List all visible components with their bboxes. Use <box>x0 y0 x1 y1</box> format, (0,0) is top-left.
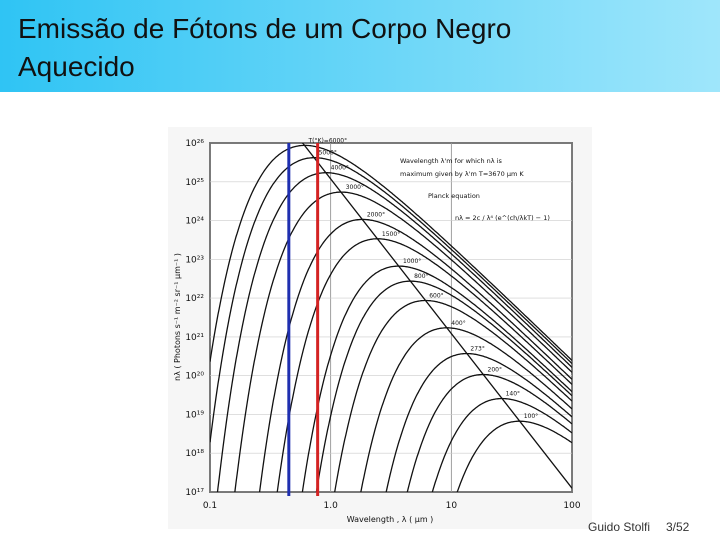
slide-title: Emissão de Fótons de um Corpo Negro Aque… <box>18 13 512 82</box>
curve <box>301 265 572 492</box>
curve-label: 140° <box>506 391 520 398</box>
curve <box>406 373 572 492</box>
author: Guido Stolfi <box>588 520 651 534</box>
curve <box>210 157 572 443</box>
curve-label: 400° <box>451 320 465 327</box>
curve <box>258 218 572 492</box>
y-tick-label: 10²⁴ <box>185 217 204 227</box>
y-tick-label: 10²⁰ <box>185 372 204 382</box>
curve-label: 800° <box>414 273 428 280</box>
curve <box>431 397 572 492</box>
y-tick-label: 10¹⁷ <box>185 488 204 498</box>
curve <box>276 238 572 492</box>
annotation: Planck equation <box>428 192 480 200</box>
curve <box>456 420 572 492</box>
curve <box>315 280 572 492</box>
curve <box>385 352 572 492</box>
y-tick-label: 10²⁵ <box>185 178 204 188</box>
curve-label: 600° <box>429 293 443 300</box>
curve-label: 3000° <box>346 184 364 191</box>
annotation: nλ = 2c / λ⁴ (e^(ch/λkT) − 1) <box>455 214 550 222</box>
x-axis-label: Wavelength , λ ( μm ) <box>347 515 434 524</box>
y-tick-label: 10²³ <box>185 255 204 265</box>
page-number: 3/52 <box>666 520 690 534</box>
curve-label: 4000° <box>331 165 349 172</box>
x-tick-label: 0.1 <box>203 501 217 511</box>
curve <box>210 144 572 362</box>
x-tick-label: 100 <box>563 501 580 511</box>
curve-label: 2000° <box>367 211 385 218</box>
curve-label: 200° <box>488 367 502 374</box>
curve-label: 273° <box>470 346 484 353</box>
curve-label: 100° <box>524 413 538 420</box>
annotation: maximum given by λ'm T=3670 μm K <box>400 170 524 178</box>
title-bar <box>0 0 720 92</box>
peak-line <box>301 143 572 489</box>
y-tick-label: 10¹⁹ <box>185 410 204 420</box>
x-tick-label: 1.0 <box>324 501 339 511</box>
curve <box>334 299 572 492</box>
y-tick-label: 10²¹ <box>185 333 204 343</box>
annotation: Wavelength λ'm for which nλ is <box>400 157 502 165</box>
curve <box>360 327 572 492</box>
y-tick-label: 10¹⁸ <box>185 449 204 459</box>
y-tick-label: 10²² <box>185 294 204 304</box>
curve-label: 1000° <box>403 258 421 265</box>
curve <box>234 191 572 492</box>
curve-label: 1500° <box>382 231 400 238</box>
x-tick-label: 10 <box>446 501 458 511</box>
curves <box>210 143 572 492</box>
curve-label: 5000° <box>319 150 337 157</box>
y-axis-label: nλ ( Photons s⁻¹ m⁻² sr⁻¹ μm⁻¹ ) <box>173 253 182 381</box>
curve-label: T(°K)=6000° <box>308 137 348 144</box>
curve <box>216 172 572 492</box>
y-tick-label: 10²⁶ <box>185 139 204 149</box>
